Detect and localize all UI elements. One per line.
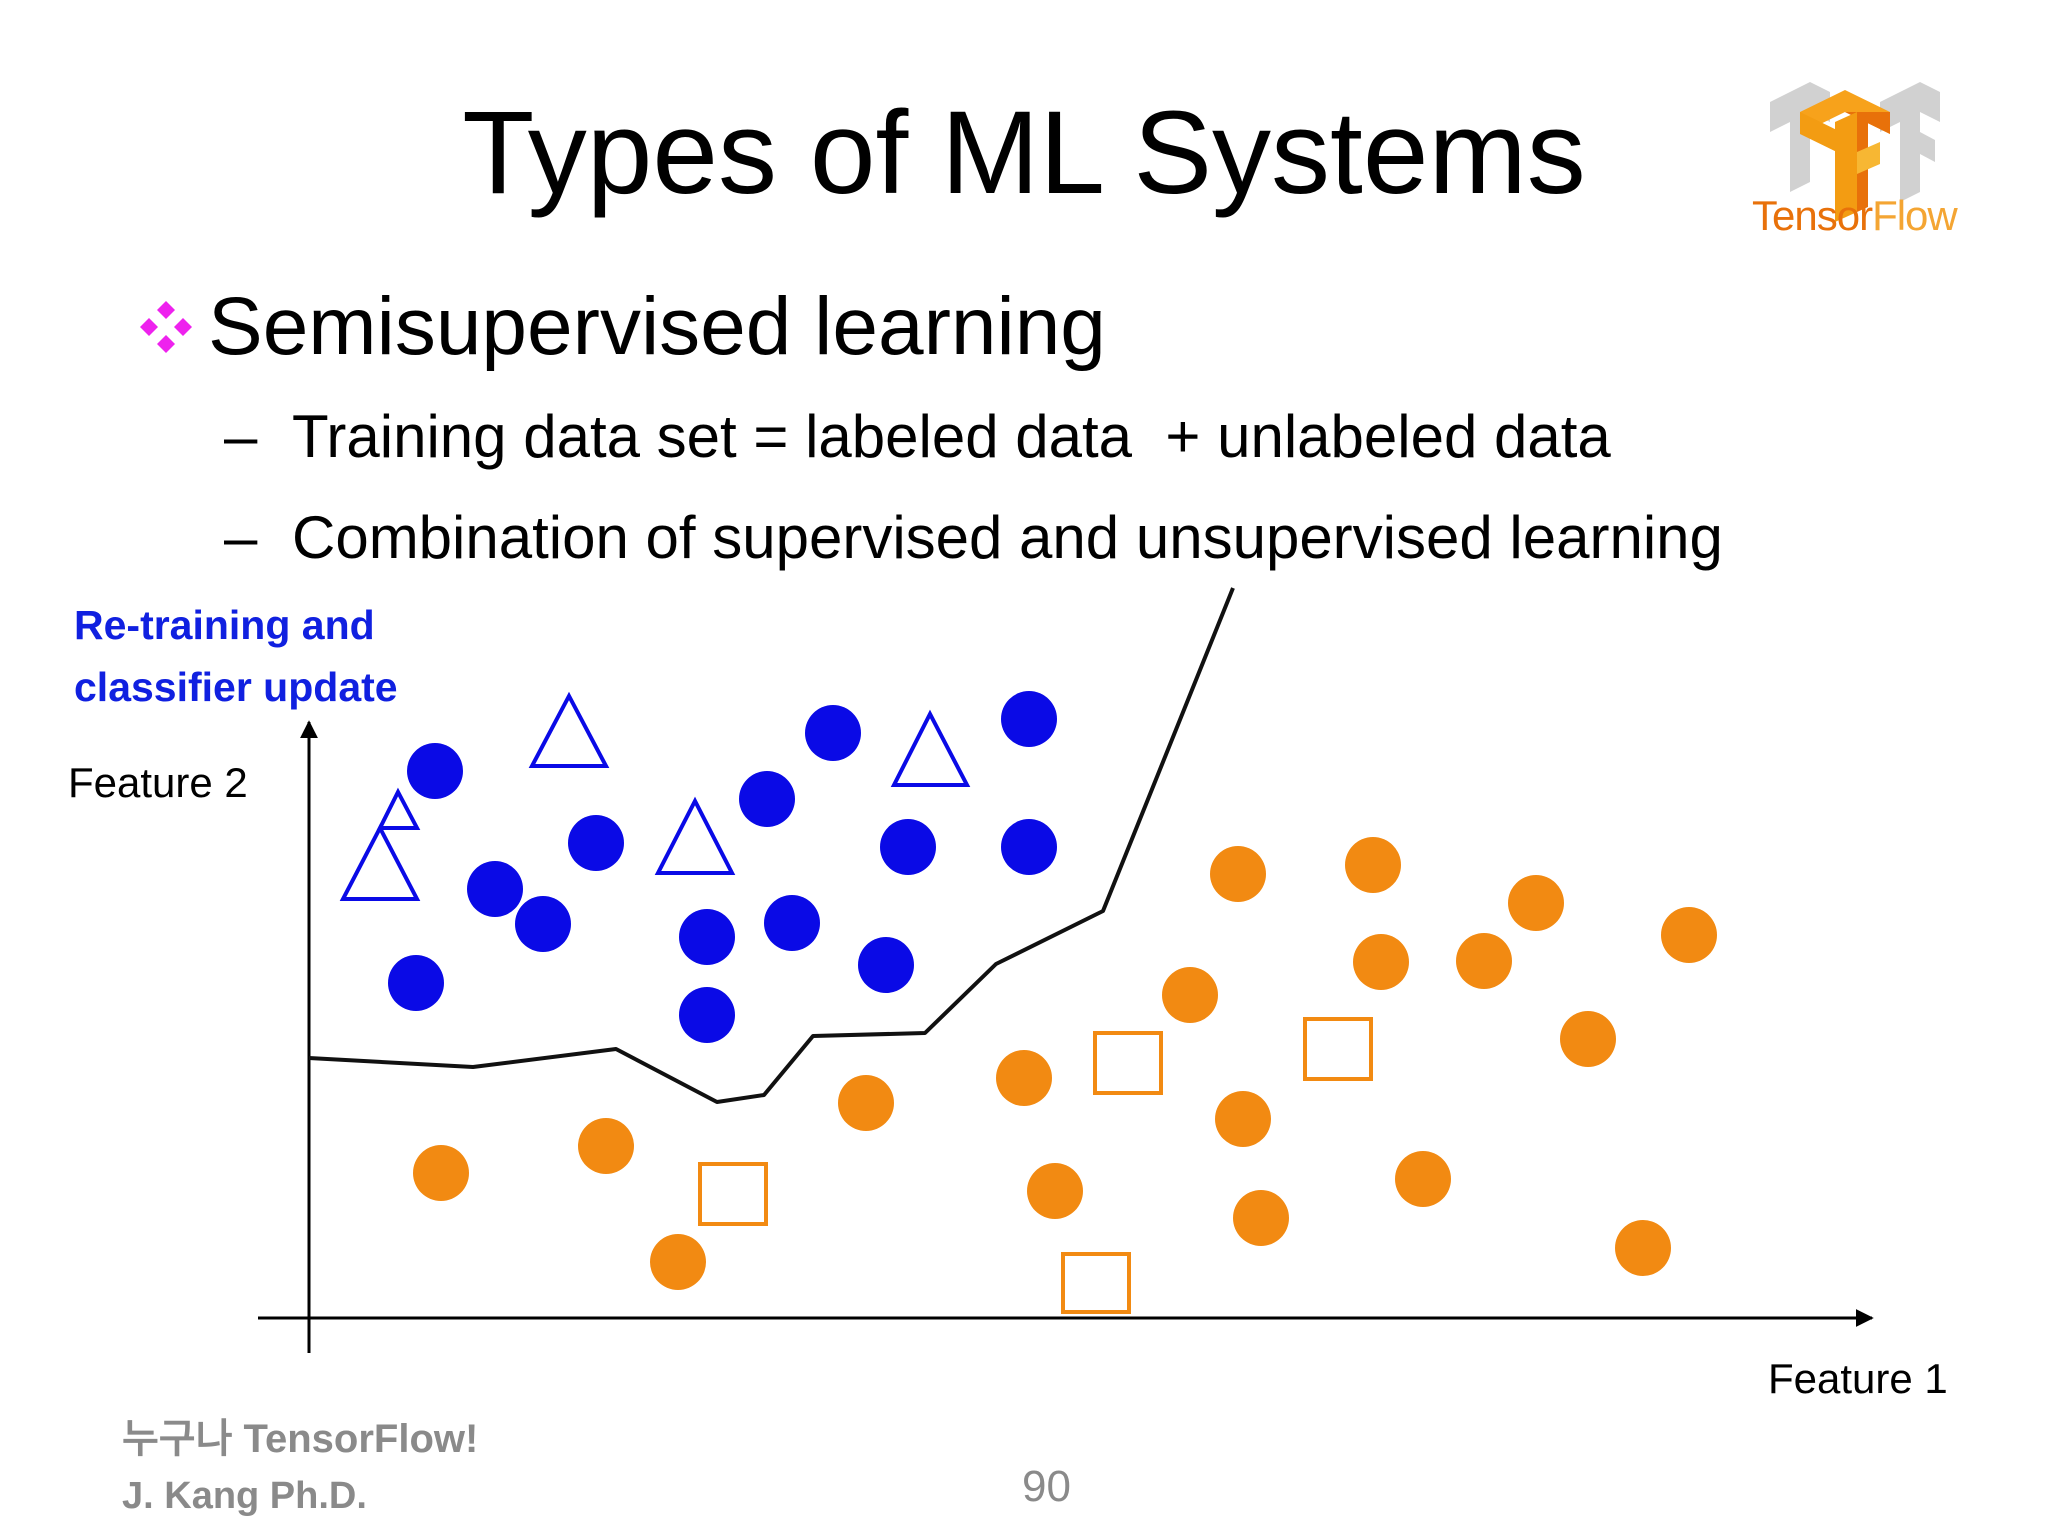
class-a-point xyxy=(679,909,735,965)
class-b-unlabeled-square xyxy=(1061,1252,1131,1314)
class-b-point xyxy=(1210,846,1266,902)
class-b-point xyxy=(1233,1190,1289,1246)
logo-text-tensor: Tensor xyxy=(1752,192,1873,239)
class-b-point xyxy=(1615,1220,1671,1276)
main-bullet: Semisupervised learning xyxy=(130,280,1106,374)
retraining-note-line2: classifier update xyxy=(74,664,398,710)
class-a-point xyxy=(1001,691,1057,747)
diamond-bullet-icon xyxy=(140,301,192,353)
class-a-point xyxy=(764,895,820,951)
class-a-point xyxy=(679,987,735,1043)
class-a-point xyxy=(407,743,463,799)
class-b-unlabeled-square xyxy=(1093,1031,1163,1095)
class-a-unlabeled-triangle xyxy=(890,709,971,787)
subbullet-item: – Combination of supervised and unsupervi… xyxy=(224,503,1723,573)
footer-course-title: 누구나 TensorFlow! xyxy=(122,1417,479,1461)
decision-boundary xyxy=(308,587,1235,1104)
retraining-note-line1: Re-training and xyxy=(74,602,375,648)
class-a-point xyxy=(568,815,624,871)
class-b-point xyxy=(578,1118,634,1174)
dash-marker: – xyxy=(224,403,258,470)
class-a-unlabeled-triangle xyxy=(339,823,421,901)
class-a-point xyxy=(858,937,914,993)
class-b-point xyxy=(1661,907,1717,963)
class-a-point xyxy=(1001,819,1057,875)
page-number: 90 xyxy=(1022,1462,1071,1511)
subbullet-text: Training data set = labeled data + unlab… xyxy=(292,403,1611,470)
footer-author: J. Kang Ph.D. xyxy=(122,1475,367,1517)
class-b-point xyxy=(413,1145,469,1201)
class-b-point xyxy=(1456,933,1512,989)
class-b-unlabeled-square xyxy=(1303,1017,1373,1081)
class-b-point xyxy=(1508,875,1564,931)
class-b-point xyxy=(1395,1151,1451,1207)
y-axis-label: Feature 2 xyxy=(68,759,248,806)
class-b-point xyxy=(1027,1163,1083,1219)
class-b-unlabeled-square xyxy=(698,1162,768,1226)
class-b-point xyxy=(1215,1091,1271,1147)
main-bullet-text: Semisupervised learning xyxy=(208,281,1106,372)
x-axis-label: Feature 1 xyxy=(1768,1355,1948,1402)
retraining-note: Re-training and classifier update xyxy=(74,594,398,718)
class-a-point xyxy=(880,819,936,875)
subbullet-text: Combination of supervised and unsupervis… xyxy=(292,504,1723,571)
slide-title: Types of ML Systems xyxy=(462,87,1586,219)
class-a-unlabeled-triangle xyxy=(654,796,736,875)
class-b-point xyxy=(996,1050,1052,1106)
dash-marker: – xyxy=(224,504,258,571)
class-b-point xyxy=(1162,967,1218,1023)
class-a-unlabeled-triangle xyxy=(528,691,610,768)
class-a-point xyxy=(515,896,571,952)
tensorflow-logo xyxy=(1770,82,1940,222)
class-b-point xyxy=(1345,837,1401,893)
class-b-point xyxy=(838,1075,894,1131)
class-a-point xyxy=(805,705,861,761)
class-a-point xyxy=(739,771,795,827)
logo-text-flow: Flow xyxy=(1872,192,1958,239)
tensorflow-logo-text: TensorFlow xyxy=(1752,192,1958,240)
class-a-point xyxy=(467,861,523,917)
class-b-point xyxy=(650,1234,706,1290)
subbullet-item: – Training data set = labeled data + unla… xyxy=(224,402,1611,472)
class-b-point xyxy=(1353,934,1409,990)
class-b-point xyxy=(1560,1011,1616,1067)
class-a-point xyxy=(388,955,444,1011)
class-a-unlabeled-triangle xyxy=(376,787,421,830)
